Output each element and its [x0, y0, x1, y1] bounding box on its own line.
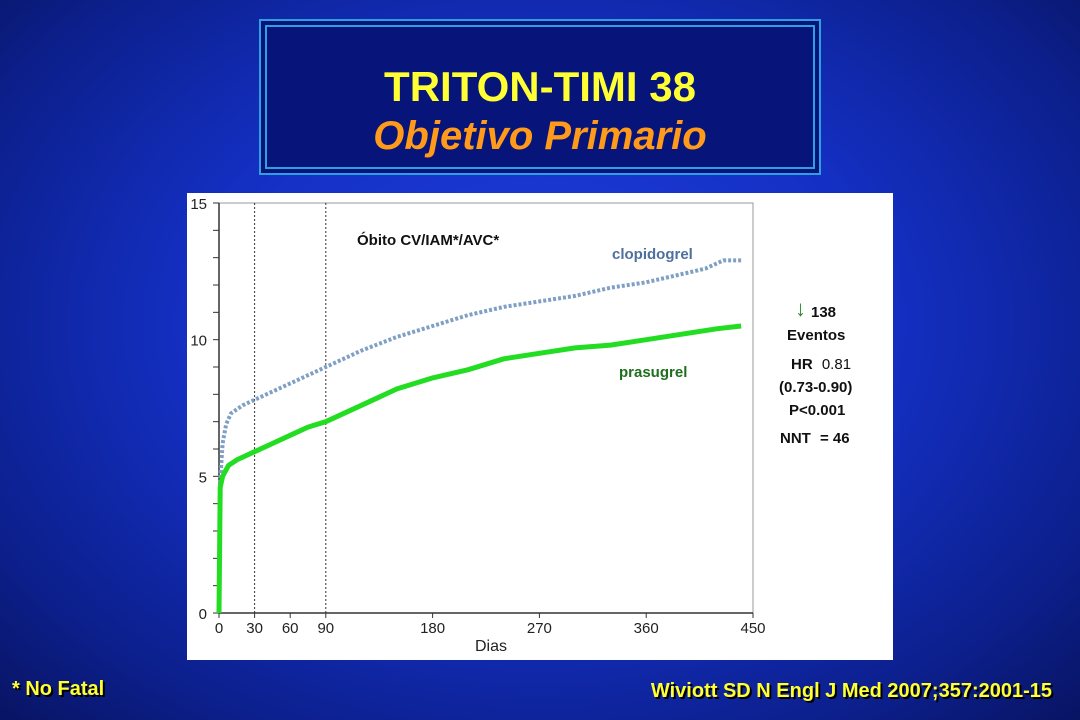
x-tick-label: 60 [282, 620, 299, 637]
kaplan-meier-chart: 0 5 10 15 0 30 60 90 180 270 360 450 Óbito CV/IAM*/… [190, 196, 852, 655]
series-label-prasugrel: prasugrel [619, 364, 687, 381]
x-tick-label: 180 [420, 620, 445, 637]
nnt-label: NNT [780, 430, 811, 447]
events-count: 138 [811, 304, 836, 321]
p-value: P<0.001 [789, 402, 845, 419]
chart-inner-title: Óbito CV/IAM*/AVC* [357, 231, 499, 249]
hr-value: 0.81 [822, 356, 851, 373]
stats-annotation: ↓ 138 Eventos HR 0.81 (0.73-0.90) P<0.00… [779, 296, 852, 447]
confidence-interval: (0.73-0.90) [779, 379, 852, 396]
y-tick-label: 0 [199, 606, 207, 623]
slide-subtitle: Objetivo Primario [373, 114, 707, 158]
x-tick-label: 450 [740, 620, 765, 637]
x-tick-label: 270 [527, 620, 552, 637]
nnt-text: NNT = 46 [780, 430, 850, 447]
x-axis-label: Dias [475, 638, 507, 655]
chart-panel: 0 5 10 15 0 30 60 90 180 270 360 450 Óbito CV/IAM*/… [187, 193, 893, 660]
footnote: * No Fatal [12, 678, 105, 700]
series-line-prasugrel [216, 323, 742, 614]
plot-area [218, 202, 754, 614]
series-label-clopidogrel: clopidogrel [612, 246, 693, 263]
x-tick-label: 90 [317, 620, 334, 637]
y-tick-label: 10 [190, 333, 207, 350]
nnt-value: = 46 [820, 430, 850, 447]
hr-text: HR 0.81 [791, 356, 851, 373]
x-tick-label: 30 [246, 620, 263, 637]
x-tick-label: 360 [634, 620, 659, 637]
x-tick-label: 0 [215, 620, 223, 637]
title-box: TRITON-TIMI 38 Objetivo Primario [259, 19, 821, 175]
slide-title: TRITON-TIMI 38 [384, 63, 696, 110]
events-label: Eventos [787, 327, 845, 344]
series-line-clopidogrel [217, 258, 742, 614]
hr-label: HR [791, 356, 813, 373]
y-tick-label: 15 [190, 196, 207, 213]
y-tick-label: 5 [199, 469, 207, 486]
citation: Wiviott SD N Engl J Med 2007;357:2001-15 [650, 680, 1052, 702]
down-arrow-icon: ↓ [795, 296, 806, 321]
